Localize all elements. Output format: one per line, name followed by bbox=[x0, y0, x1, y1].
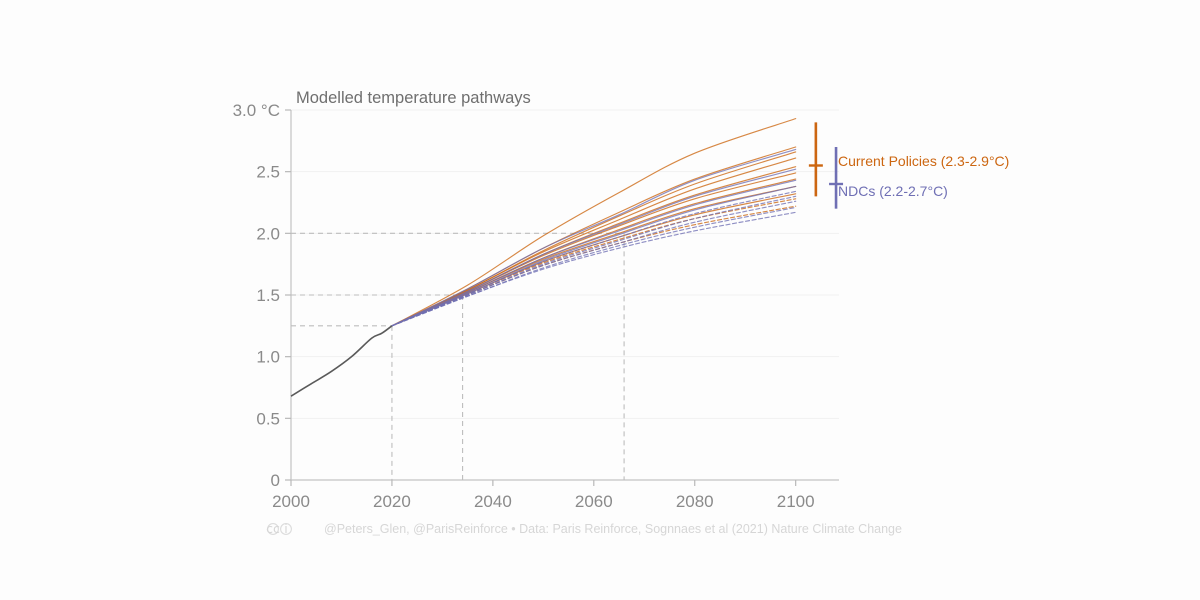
x-axis-ticks bbox=[290, 480, 797, 486]
cc-license-icons: cc i bbox=[266, 521, 292, 536]
x-axis-tick-labels: 2000 2020 2040 2060 2080 2100 bbox=[272, 492, 815, 511]
pathway-line-NDC-07 bbox=[391, 200, 797, 327]
by-icon-glyph: i bbox=[284, 521, 287, 536]
legend-item-ndcs[interactable]: NDCs (2.2-2.7°C) bbox=[838, 183, 948, 199]
cc-icon bbox=[267, 523, 279, 535]
pathway-line-CP-01 bbox=[391, 118, 797, 327]
legend-item-current-policies[interactable]: Current Policies (2.3-2.9°C) bbox=[838, 153, 1009, 169]
chart-legend: Current Policies (2.3-2.9°C) NDCs (2.2-2… bbox=[838, 153, 1009, 199]
xtick-label-2000: 2000 bbox=[272, 492, 310, 511]
scenario-pathway-lines bbox=[391, 118, 797, 327]
pathway-line-NDC-09 bbox=[391, 211, 797, 327]
ytick-label-0.5: 0.5 bbox=[256, 409, 280, 428]
ytick-label-2: 2.0 bbox=[256, 224, 280, 243]
pathway-line-NDC-04 bbox=[391, 185, 797, 327]
y-axis-ticks bbox=[285, 109, 291, 481]
ytick-label-0: 0 bbox=[271, 471, 280, 490]
range-error-bars bbox=[808, 122, 844, 209]
pathway-line-NDC-03 bbox=[391, 179, 797, 327]
xtick-label-2040: 2040 bbox=[474, 492, 512, 511]
by-icon bbox=[280, 523, 292, 535]
chart-title: Modelled temperature pathways bbox=[296, 89, 531, 107]
xtick-label-2060: 2060 bbox=[575, 492, 613, 511]
pathway-line-CP-11 bbox=[391, 205, 797, 327]
cc-icon-glyph: cc bbox=[266, 521, 280, 536]
xtick-label-2080: 2080 bbox=[676, 492, 714, 511]
pathway-line-CP-04 bbox=[391, 157, 797, 327]
caption-block: cc i @Peters_Glen, @ParisReinforce • Dat… bbox=[266, 521, 902, 536]
historical-temperature-line bbox=[290, 325, 393, 397]
caption-credit-text: @Peters_Glen, @ParisReinforce • Data: Pa… bbox=[324, 522, 902, 536]
threshold-guide-lines bbox=[291, 232, 625, 480]
ytick-label-1.5: 1.5 bbox=[256, 286, 280, 305]
xtick-label-2020: 2020 bbox=[373, 492, 411, 511]
pathway-line-NDC-05 bbox=[391, 190, 797, 327]
ytick-label-2.5: 2.5 bbox=[256, 163, 280, 182]
pathway-line-NDC-01 bbox=[391, 148, 797, 327]
xtick-label-2100: 2100 bbox=[777, 492, 815, 511]
ytick-label-3: 3.0 °C bbox=[233, 101, 280, 120]
pathway-line-NDC-02 bbox=[391, 168, 797, 327]
ytick-label-1: 1.0 bbox=[256, 348, 280, 367]
y-axis-tick-labels: 0 0.5 1.0 1.5 2.0 2.5 3.0 °C bbox=[233, 101, 280, 490]
